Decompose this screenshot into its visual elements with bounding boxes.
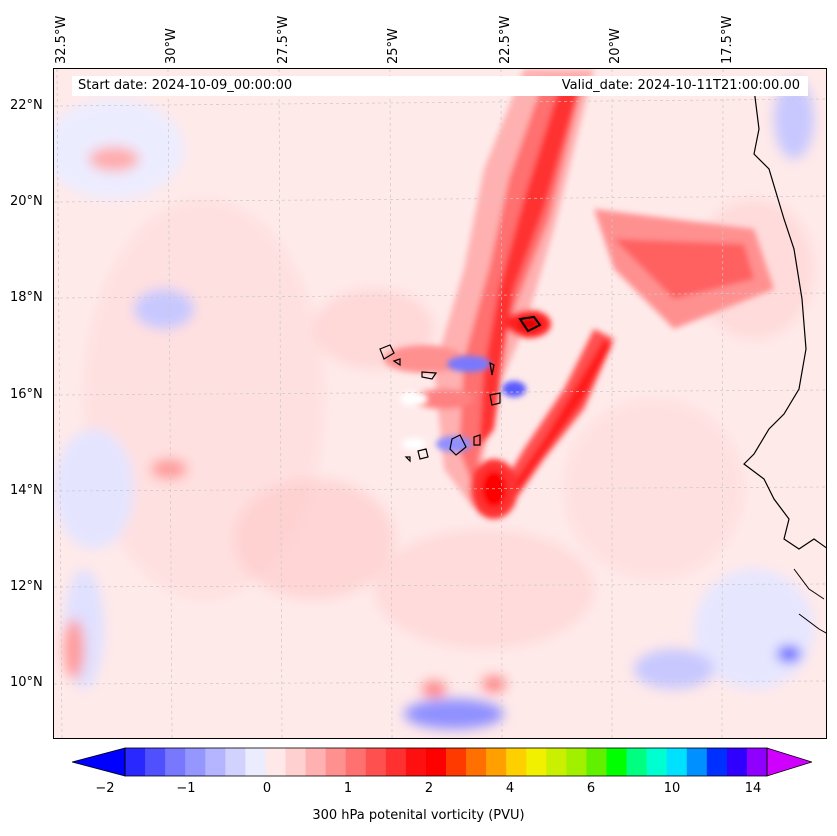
colorbar-tick-neg2: −2	[95, 781, 115, 796]
colorbar-cell	[125, 748, 146, 776]
colorbar-cell	[446, 748, 467, 776]
colorbar-cell	[746, 748, 768, 776]
start-date-label: Start date: 2024-10-09_00:00:00	[78, 78, 293, 93]
colorbar	[72, 747, 812, 777]
lat-label-10n: 10°N	[10, 675, 43, 690]
colorbar-cell	[486, 748, 507, 776]
colorbar-tick-6: 6	[586, 781, 596, 796]
colorbar-cell	[405, 748, 427, 776]
colorbar-cell	[205, 748, 226, 776]
lon-label-17-5w: 17.5°W	[720, 15, 735, 64]
colorbar-cell	[325, 748, 347, 776]
lat-label-22n: 22°N	[10, 98, 43, 113]
pv-map	[53, 68, 827, 739]
lat-label-18n: 18°N	[10, 290, 43, 305]
colorbar-cell	[466, 748, 487, 776]
colorbar-tick-1: 1	[343, 781, 353, 796]
colorbar-cell	[225, 748, 246, 776]
colorbar-cell	[385, 748, 407, 776]
colorbar-max-arrow	[766, 747, 812, 777]
lon-label-30w: 30°W	[164, 28, 179, 64]
lat-label-14n: 14°N	[10, 483, 43, 498]
pv-streamer	[384, 69, 774, 519]
colorbar-cell	[185, 748, 206, 776]
colorbar-min-arrow	[72, 747, 126, 777]
guinea-coastline	[793, 568, 826, 634]
africa-coastline	[743, 88, 826, 550]
lat-label-16n: 16°N	[10, 387, 43, 402]
colorbar-cell	[145, 748, 166, 776]
lon-label-20w: 20°W	[608, 28, 623, 64]
colorbar-tick-0: 0	[262, 781, 272, 796]
colorbar-tick-2: 2	[424, 781, 434, 796]
colorbar-cell	[265, 748, 286, 776]
pv-field	[54, 69, 826, 738]
colorbar-cell	[586, 748, 607, 776]
cape-verde-islands	[379, 315, 542, 463]
colorbar-cell	[345, 748, 367, 776]
colorbar-tick-14: 14	[744, 781, 762, 796]
colorbar-cell	[506, 748, 527, 776]
graticule	[54, 69, 826, 738]
colorbar-label: 300 hPa potenital vorticity (PVU)	[312, 808, 525, 823]
colorbar-cell	[365, 748, 387, 776]
colorbar-cell	[606, 748, 628, 776]
lat-label-20n: 20°N	[10, 194, 43, 209]
colorbar-cell	[526, 748, 547, 776]
colorbar-outline	[124, 747, 768, 777]
colorbar-cell	[165, 748, 186, 776]
lon-label-27-5w: 27.5°W	[276, 15, 291, 64]
lon-label-22-5w: 22.5°W	[498, 15, 513, 64]
colorbar-cell	[285, 748, 307, 776]
colorbar-tick-10: 10	[663, 781, 681, 796]
lon-label-25w: 25°W	[386, 28, 401, 64]
colorbar-cell	[626, 748, 648, 776]
colorbar-cell	[305, 748, 327, 776]
valid-date-label: Valid_date: 2024-10-11T21:00:00.00	[561, 78, 800, 93]
colorbar-cell	[706, 748, 728, 776]
lon-label-32-5w: 32.5°W	[54, 15, 69, 64]
lat-label-12n: 12°N	[10, 579, 43, 594]
colorbar-cell	[726, 748, 748, 776]
colorbar-cell	[686, 748, 708, 776]
colorbar-cell	[245, 748, 266, 776]
colorbar-cell	[425, 748, 447, 776]
colorbar-cell	[566, 748, 587, 776]
colorbar-cell	[646, 748, 668, 776]
colorbar-tick-neg1: −1	[176, 781, 196, 796]
colorbar-tick-4: 4	[505, 781, 515, 796]
info-bar: Start date: 2024-10-09_00:00:00 Valid_da…	[72, 76, 808, 96]
colorbar-cell	[666, 748, 688, 776]
colorbar-cell	[546, 748, 567, 776]
